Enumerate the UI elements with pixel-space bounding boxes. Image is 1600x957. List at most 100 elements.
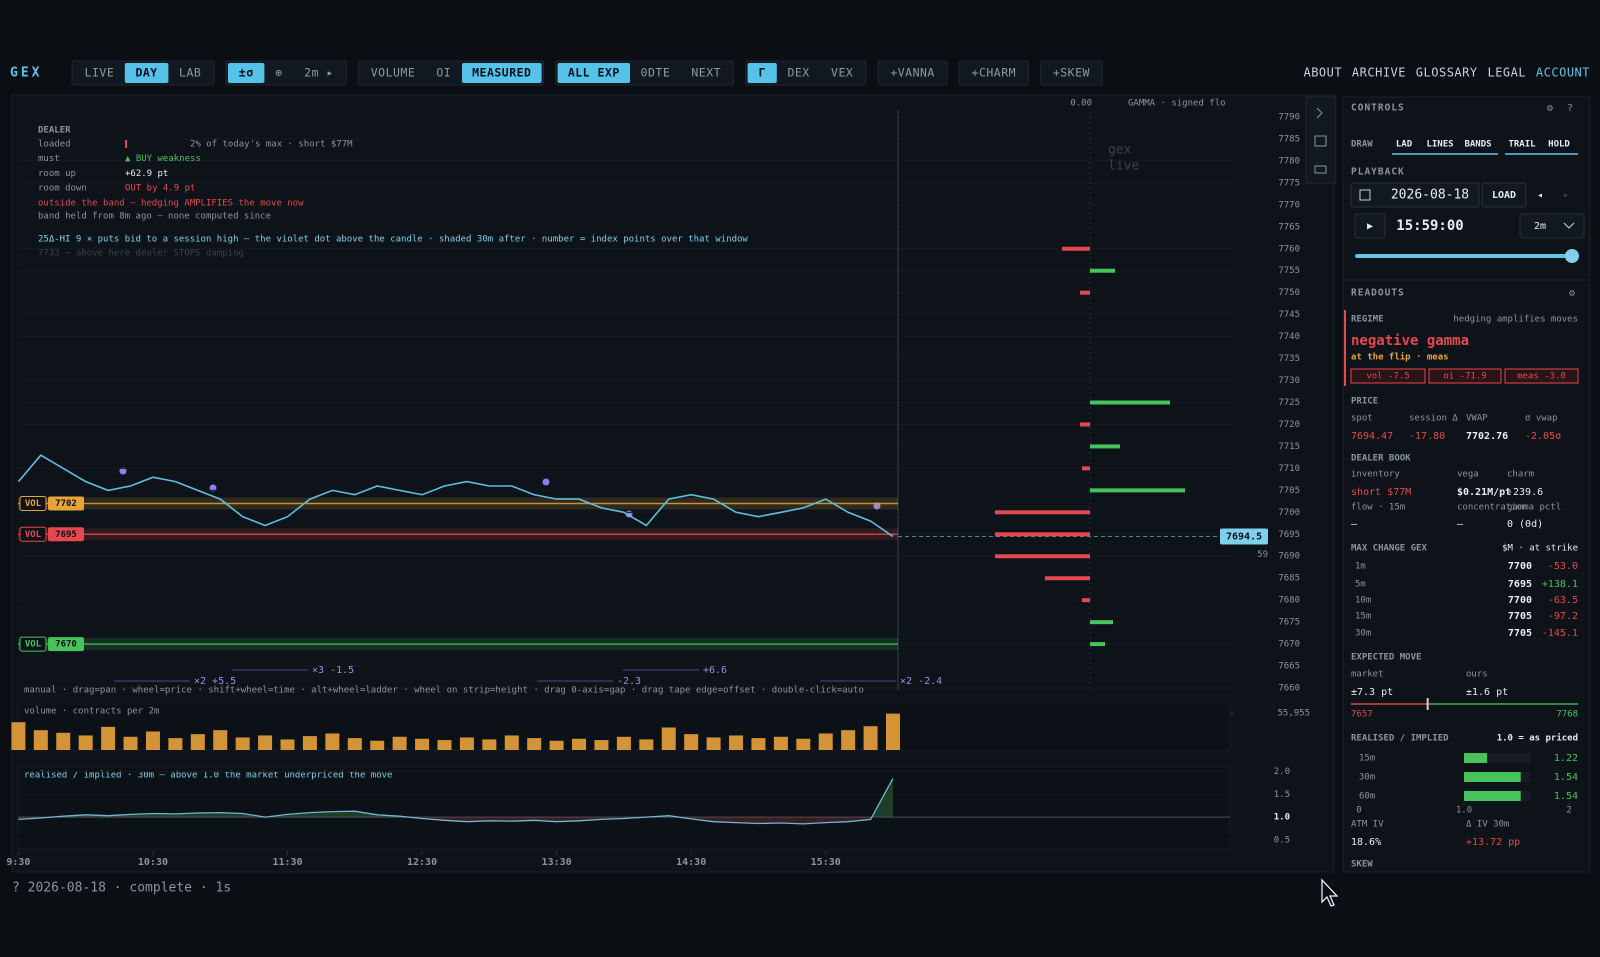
date-value[interactable]: 2026-08-18: [1391, 188, 1469, 203]
play-button[interactable]: ▶: [1367, 221, 1373, 232]
section-title: READOUTS: [1351, 288, 1405, 299]
nav-button[interactable]: NEXT: [691, 66, 721, 80]
load-button[interactable]: LOAD: [1492, 190, 1516, 201]
volume-bar: [415, 738, 430, 750]
load-box[interactable]: [1481, 182, 1527, 208]
nav-button[interactable]: MEASURED: [472, 66, 531, 80]
icon-button[interactable]: ⚙: [1546, 103, 1553, 114]
volume-bar: [190, 734, 205, 750]
volume-bar: [145, 731, 160, 750]
step-select[interactable]: 2m: [1534, 221, 1546, 232]
nav-button[interactable]: +VANNA: [890, 66, 935, 80]
collapse-icon[interactable]: [1316, 107, 1323, 119]
iv-value: +13.72 pp: [1466, 837, 1520, 848]
side-toolbar[interactable]: [1305, 96, 1337, 184]
nav-button[interactable]: LIVE: [85, 66, 115, 80]
regime-sub: at the flip · meas: [1351, 352, 1449, 363]
nav-link[interactable]: ABOUT: [1303, 66, 1342, 80]
level-tag-box: [19, 526, 47, 542]
nav-button[interactable]: +CHARM: [972, 66, 1017, 80]
interval: 15m: [1355, 612, 1371, 622]
nav-button[interactable]: ⊕: [275, 66, 282, 80]
nav-link[interactable]: ACCOUNT: [1536, 66, 1590, 80]
date-box[interactable]: [1350, 182, 1480, 208]
nav-link[interactable]: LEGAL: [1487, 66, 1526, 80]
step-chevron: [1563, 222, 1575, 229]
draw-toggle[interactable]: HOLD: [1548, 140, 1570, 150]
button-active-bg: [124, 63, 169, 83]
regime-chip: [1504, 368, 1579, 384]
volume-bar: [886, 713, 900, 750]
ratio-axis-label: 1.0: [1456, 806, 1472, 816]
button-group: [1039, 60, 1103, 86]
volume-bar: [482, 739, 497, 750]
x-tick-label: 15:30: [811, 857, 841, 868]
draw-toggle[interactable]: BANDS: [1464, 140, 1491, 150]
draw-toggle[interactable]: LINES: [1426, 140, 1453, 150]
icon-button[interactable]: ⚙: [1568, 288, 1575, 299]
brand: GEX: [10, 66, 42, 81]
icon-button[interactable]: ?: [1567, 103, 1573, 114]
gamma-bar: [1090, 642, 1105, 647]
level-value-box: [48, 527, 84, 542]
nav-link[interactable]: ARCHIVE: [1352, 66, 1406, 80]
volume-bar: [684, 734, 699, 750]
dealer-key: room down: [38, 184, 87, 194]
nav-button[interactable]: 0DTE: [641, 66, 671, 80]
nav-button[interactable]: 2m ▸: [304, 66, 334, 80]
x-tick-label: 10:30: [138, 857, 168, 868]
slider-knob[interactable]: [1565, 249, 1579, 263]
next-button[interactable]: ▸: [1563, 190, 1569, 201]
book-header: charm: [1507, 470, 1534, 480]
volume-bar: [11, 722, 26, 750]
regime-value: negative gamma: [1351, 333, 1469, 349]
gamma-bar: [1080, 290, 1090, 295]
volume-bar: [751, 738, 766, 750]
nav-button[interactable]: LAB: [179, 66, 201, 80]
fullscreen-icon[interactable]: [1314, 135, 1327, 147]
volume-bar: [841, 730, 856, 750]
event-marker: -2.3: [617, 676, 641, 687]
step-box[interactable]: [1519, 213, 1585, 239]
nav-button[interactable]: VOLUME: [371, 66, 416, 80]
em-low: 7657: [1351, 710, 1373, 720]
gamma-bar: [995, 510, 1090, 515]
volume-bar: [101, 726, 116, 750]
draw-toggle[interactable]: LAD: [1396, 140, 1413, 150]
strike: 7700: [1508, 561, 1532, 572]
nav-link[interactable]: GLOSSARY: [1416, 66, 1478, 80]
level-tag: VOL: [25, 530, 42, 540]
volume-bar: [33, 730, 48, 750]
volume-bar: [370, 740, 385, 750]
y-tick-label: 7735: [1278, 354, 1300, 364]
faded-note: 7733 — above here dealer STOPS damping: [38, 249, 244, 259]
play-box[interactable]: [1354, 213, 1386, 239]
camera-icon[interactable]: [1314, 165, 1327, 174]
level-value: 7695: [55, 530, 77, 540]
nav-button[interactable]: OI: [436, 66, 451, 80]
draw-toggle[interactable]: TRAIL: [1508, 140, 1536, 150]
y-tick-label: 7730: [1278, 376, 1300, 386]
nav-button[interactable]: ALL EXP: [568, 66, 620, 80]
volume-bar: [392, 736, 407, 750]
field-label: EXPECTED MOVE: [1351, 653, 1421, 663]
volume-bar: [818, 733, 833, 750]
volume-bar: [280, 739, 295, 750]
em-value: ±7.3 pt: [1351, 687, 1393, 698]
nav-button[interactable]: DEX: [787, 66, 809, 80]
gamma-bar: [1090, 444, 1120, 449]
nav-button[interactable]: +SKEW: [1053, 66, 1090, 80]
prev-button[interactable]: ◂: [1537, 190, 1543, 201]
y-tick-label: 7760: [1278, 244, 1300, 254]
nav-button[interactable]: VEX: [831, 66, 853, 80]
y-tick-label: 7680: [1278, 596, 1300, 606]
nav-button[interactable]: DAY: [135, 66, 157, 80]
y-tick-label: 7755: [1278, 266, 1300, 276]
price-value: 7702.76: [1466, 431, 1508, 442]
nav-button[interactable]: Γ: [758, 66, 765, 80]
y-tick-label: 7775: [1278, 178, 1300, 188]
ratio-value: 1.54: [1554, 772, 1578, 783]
dealer-value: +62.9 pt: [125, 169, 168, 179]
button-active-bg: [228, 63, 265, 83]
nav-button[interactable]: ±σ: [239, 66, 254, 80]
